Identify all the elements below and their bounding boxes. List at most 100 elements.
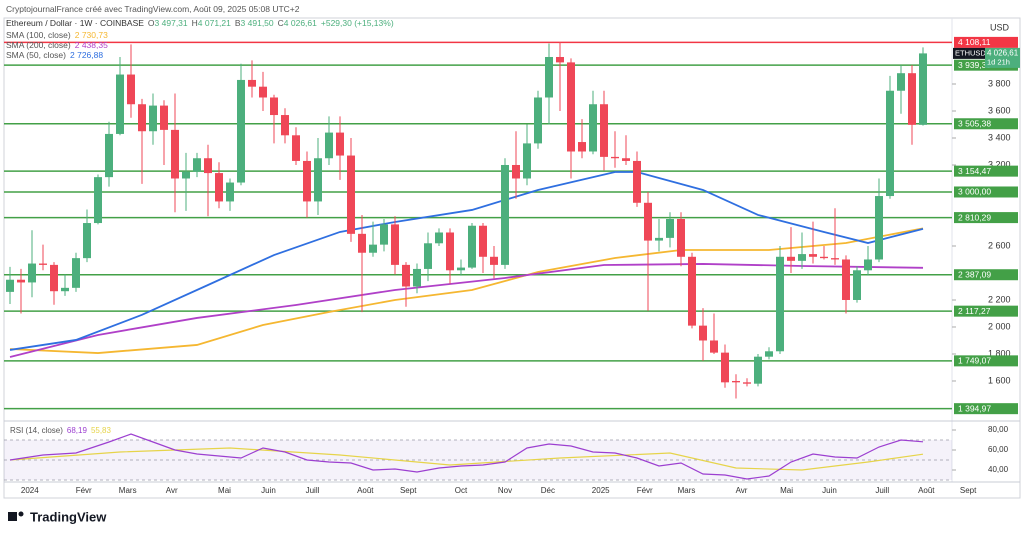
rsi-legend: RSI (14, close) 68,19 55,83 — [10, 426, 112, 435]
x-tick-label: Mars — [678, 486, 696, 495]
candle-body — [413, 268, 421, 287]
candle-body — [314, 158, 322, 202]
candle-body — [853, 270, 861, 300]
candle-body — [743, 382, 751, 384]
candle-body — [842, 259, 850, 300]
x-tick-label: Juin — [261, 486, 276, 495]
candle-body — [534, 97, 542, 144]
candle-body — [215, 173, 223, 202]
rsi-legend-item: 68,19 — [67, 426, 88, 435]
y-tick-label: 3 800 — [988, 78, 1011, 88]
candle-body — [523, 143, 531, 179]
candle-body — [72, 258, 80, 288]
x-tick-label: 2024 — [21, 486, 39, 495]
price-tag — [985, 47, 1020, 68]
sma-line — [9, 263, 924, 358]
rsi-tick-label: 60,00 — [988, 445, 1009, 454]
level-label: 2 810,29 — [958, 212, 991, 222]
level-label-box — [954, 403, 1018, 415]
rsi-line — [9, 433, 924, 480]
candle-body — [270, 97, 278, 116]
sma-name: SMA (100, close) — [6, 30, 71, 40]
x-tick-label: Sept — [960, 486, 977, 495]
ohlc-value: 4 071,21 — [197, 18, 231, 28]
ohlc-key: B — [234, 18, 241, 28]
rsi-tick-label: 80,00 — [988, 425, 1009, 434]
x-tick-label: Févr — [76, 486, 92, 495]
level-label: 2 387,09 — [958, 269, 991, 279]
x-tick-label: Juill — [306, 486, 320, 495]
rsi-legend-item: 55,83 — [91, 426, 112, 435]
sma-legend: SMA (50, close) 2 726,88 — [6, 50, 112, 60]
sma-legend: SMA (200, close) 2 438,35 — [6, 40, 112, 50]
logo-mark — [8, 512, 17, 521]
ohlc-key: H — [191, 18, 198, 28]
x-tick-label: Déc — [541, 486, 555, 495]
candle-body — [39, 263, 47, 265]
candle-body — [655, 237, 663, 241]
sma-name: SMA (200, close) — [6, 40, 71, 50]
candle-body — [347, 155, 355, 234]
candle-body — [578, 142, 586, 152]
candle-body — [479, 225, 487, 257]
level-label-box — [954, 118, 1018, 130]
candle-body — [501, 164, 509, 265]
candle-body — [171, 129, 179, 179]
candle-body — [688, 256, 696, 326]
sma-line — [9, 171, 924, 351]
sma-name: SMA (50, close) — [6, 50, 66, 60]
candle-body — [831, 258, 839, 260]
candle-body — [83, 223, 91, 259]
y-tick-label: 1 800 — [988, 348, 1011, 358]
candle-body — [336, 132, 344, 156]
x-tick-label: Juill — [875, 486, 889, 495]
level-label-box — [954, 212, 1018, 224]
x-tick-label: Févr — [637, 486, 653, 495]
candle-body — [754, 356, 762, 384]
x-tick-label: Mai — [780, 486, 793, 495]
level-label: 3 505,38 — [958, 119, 991, 129]
candle-body — [149, 105, 157, 132]
ohlc-key: C — [277, 18, 284, 28]
x-tick-label: 2025 — [592, 486, 610, 495]
sma-legend: SMA (100, close) 2 730,73 — [6, 30, 112, 40]
candle-body — [710, 340, 718, 353]
candle-body — [94, 177, 102, 224]
candle-body — [61, 287, 69, 292]
x-tick-label: Sept — [400, 486, 417, 495]
candle-body — [611, 156, 619, 159]
x-tick-label: Août — [918, 486, 935, 495]
level-label-box — [954, 305, 1018, 317]
ohlc-value: 3 497,31 — [154, 18, 188, 28]
y-tick-label: 3 200 — [988, 159, 1011, 169]
candle-body — [50, 264, 58, 292]
sma-line — [9, 227, 924, 354]
candle-body — [259, 86, 267, 98]
candle-body — [820, 256, 828, 259]
x-tick-label: Nov — [498, 486, 512, 495]
candle-body — [325, 132, 333, 159]
sma-value: 2 730,73 — [74, 30, 108, 40]
price-tag-label: 4 026,61 — [987, 49, 1019, 58]
level-label-box — [954, 165, 1018, 177]
watermark: CryptojournalFrance créé avec TradingVie… — [6, 4, 300, 14]
candle-body — [204, 158, 212, 174]
level-label-box — [954, 355, 1018, 367]
candle-body — [908, 73, 916, 125]
candle-body — [919, 53, 927, 125]
logo-mark — [18, 511, 24, 517]
x-tick-label: Oct — [455, 486, 468, 495]
level-label: 1 394,97 — [958, 403, 991, 413]
candle-body — [666, 218, 674, 238]
candle-body — [237, 79, 245, 183]
candle-body — [424, 243, 432, 269]
level-label-box — [954, 186, 1018, 198]
x-tick-label: Août — [357, 486, 374, 495]
candle-body — [864, 259, 872, 271]
candle-body — [435, 232, 443, 244]
candle-body — [699, 325, 707, 341]
y-tick-label: 2 200 — [988, 294, 1011, 304]
candle-body — [776, 256, 784, 352]
candle-body — [281, 115, 289, 136]
